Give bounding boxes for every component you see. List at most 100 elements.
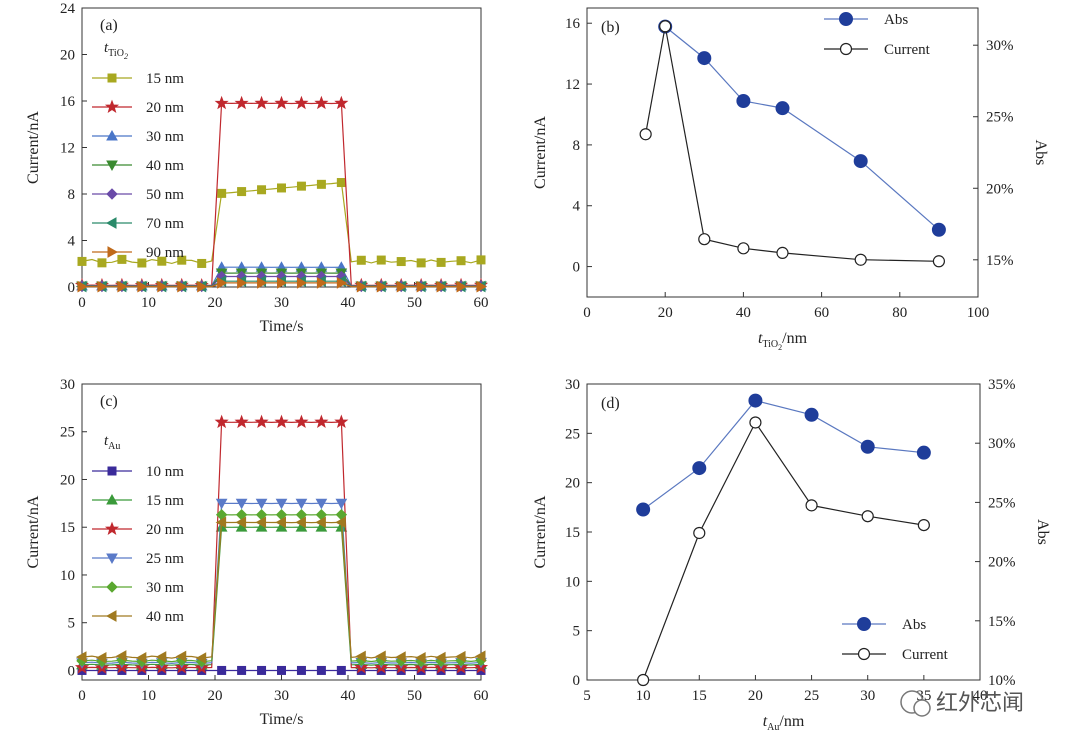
y-tick-label: 5 <box>68 616 76 632</box>
legend-label-abs: Abs <box>902 617 926 633</box>
y-tick-label: 4 <box>573 199 581 215</box>
legend-title-sub2: 2 <box>124 52 128 61</box>
panel-label: (d) <box>601 395 620 412</box>
panel-label: (b) <box>601 19 620 36</box>
y-tick-label: 10 <box>60 568 75 584</box>
x-tick-label: 40 <box>341 688 356 704</box>
data-point <box>356 280 368 293</box>
data-point <box>217 665 227 675</box>
data-point <box>257 185 267 195</box>
data-point <box>435 651 446 664</box>
y-tick-label: 4 <box>68 234 76 250</box>
y-tick-label: 25 <box>60 425 75 441</box>
legend-label: 40 nm <box>146 609 184 625</box>
data-point <box>217 188 227 198</box>
series-line <box>81 102 482 287</box>
legend-label-abs: Abs <box>884 12 908 28</box>
legend-marker <box>106 160 118 172</box>
series-20nm <box>74 414 489 674</box>
current-point <box>693 526 706 540</box>
current-point <box>932 255 946 268</box>
data-point <box>476 280 488 293</box>
series-90nm <box>77 277 488 293</box>
x-axis-label: tTiO2/nm <box>758 330 808 352</box>
data-point <box>395 651 406 663</box>
y-tick-label: 8 <box>68 187 76 203</box>
y2-tick-label: 15% <box>988 614 1016 630</box>
data-point <box>455 650 466 663</box>
wechat-icon-bubble <box>913 699 931 717</box>
x-tick-label: 80 <box>892 305 907 321</box>
current-point <box>698 233 711 246</box>
watermark-text: 红外芯闻 <box>936 691 1024 716</box>
x-axis-label-rest: /nm <box>782 330 807 347</box>
x-tick-label: 40 <box>736 305 751 321</box>
legend-marker <box>104 521 120 536</box>
watermark: 红外芯闻 <box>900 690 1024 717</box>
legend-marker <box>106 493 118 505</box>
x-tick-label: 60 <box>474 688 489 704</box>
data-point <box>214 414 229 429</box>
plot-frame <box>586 383 981 681</box>
x-axis-label-rest: /nm <box>779 713 804 730</box>
data-point <box>97 258 107 268</box>
legend-title-sub: TiO <box>108 48 124 59</box>
data-point <box>75 651 87 663</box>
legend-marker <box>104 99 120 114</box>
data-point <box>97 280 108 293</box>
x-axis-label: Time/s <box>260 711 304 728</box>
data-point <box>95 651 107 664</box>
y-tick-label: 20 <box>565 476 580 492</box>
panel-a: 0 10 20 30 40 50 60 0 4 8 12 16 20 24 (a) Time/s Current… <box>25 1 489 335</box>
x-tick-label: 100 <box>967 305 990 321</box>
abs-point <box>775 101 790 116</box>
y-tick-label: 12 <box>60 141 75 157</box>
legend-label: 20 nm <box>146 522 184 538</box>
y-tick-label: 25 <box>565 426 580 442</box>
x-tick-label: 5 <box>583 688 591 704</box>
data-point <box>456 280 468 293</box>
data-point <box>115 650 127 662</box>
abs-point <box>853 154 868 169</box>
current-point <box>854 253 867 266</box>
data-point <box>436 280 448 293</box>
y-tick-label: 0 <box>68 663 76 679</box>
y2-tick-label: 15% <box>986 253 1014 269</box>
abs-line <box>642 399 924 510</box>
x-tick-label: 20 <box>658 305 673 321</box>
x-tick-label: 30 <box>274 295 289 311</box>
data-point <box>336 665 346 675</box>
data-point <box>237 187 247 197</box>
panel-d: 5 10 15 20 25 30 35 4005101520253010%15%20%25%3… <box>532 377 1051 733</box>
data-point <box>436 257 446 267</box>
current-point <box>637 673 650 687</box>
y-tick-label: 15 <box>60 520 75 536</box>
x-tick-label: 20 <box>208 295 223 311</box>
x-tick-label: 15 <box>692 688 707 704</box>
series-line <box>81 521 482 659</box>
data-point <box>314 414 329 429</box>
legend-marker <box>106 581 118 593</box>
data-point <box>137 258 147 268</box>
y-tick-label: 0 <box>573 260 581 276</box>
data-point <box>375 650 386 663</box>
x-tick-label: 60 <box>474 295 489 311</box>
data-point <box>175 650 187 663</box>
data-point <box>195 652 207 664</box>
legend-label: 25 nm <box>146 551 184 567</box>
abs-point <box>931 222 946 237</box>
legend-label: 10 nm <box>146 464 184 480</box>
x-tick-label: 10 <box>141 295 156 311</box>
data-point <box>257 277 268 289</box>
series-line <box>81 514 482 663</box>
x-tick-label: 10 <box>141 688 156 704</box>
legend-label-current: Current <box>884 42 931 58</box>
data-point <box>396 257 406 267</box>
current-point <box>805 499 818 512</box>
x-tick-label: 50 <box>407 688 422 704</box>
data-point <box>376 255 386 265</box>
current-line <box>642 421 924 681</box>
data-point <box>294 414 309 429</box>
current-point <box>639 128 652 141</box>
current-point <box>861 510 874 523</box>
